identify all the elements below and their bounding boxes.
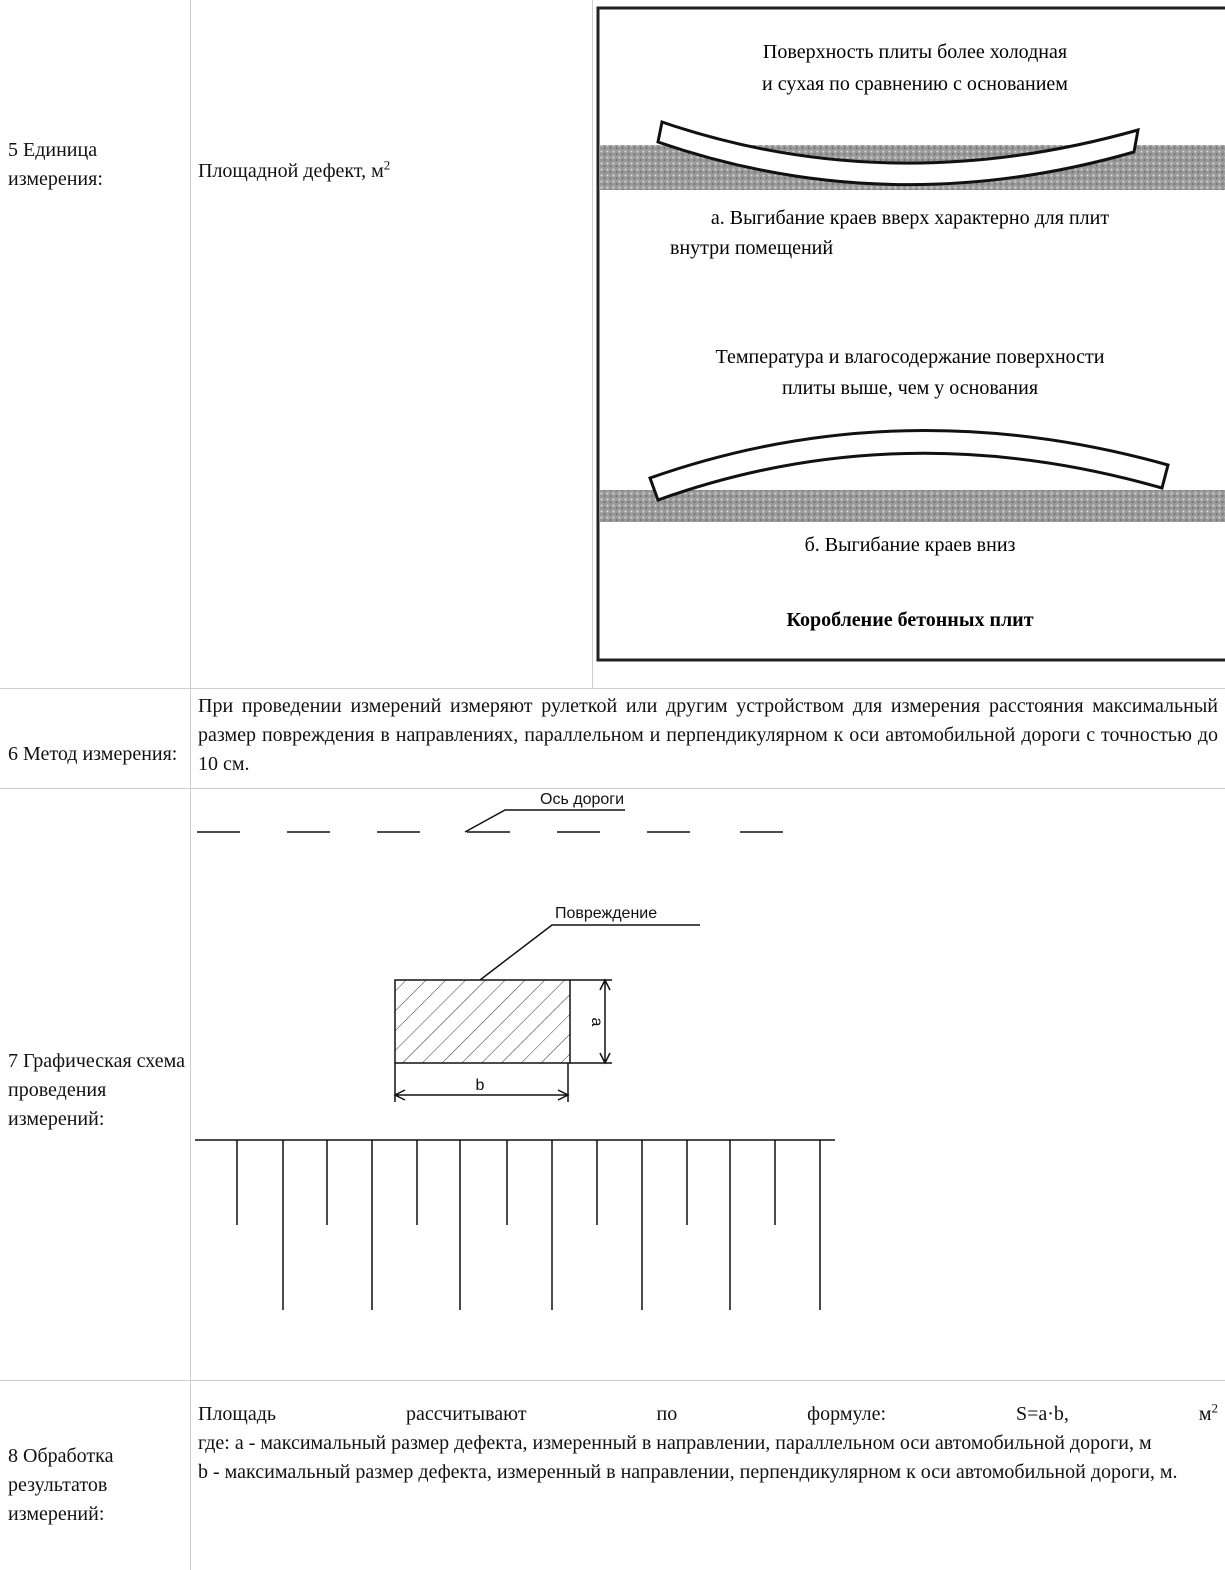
figure-caption: а. Выгибание краев вверх характерно для … xyxy=(711,207,1109,229)
measurement-scheme xyxy=(195,809,835,1310)
dimension-label: b xyxy=(476,1077,485,1094)
superscript: 2 xyxy=(383,157,391,173)
formula-line: Площадь рассчитывают по формуле: S=a·b, … xyxy=(198,1400,1218,1429)
column-border xyxy=(592,0,593,688)
row-border xyxy=(0,788,1225,789)
figure-caption: внутри помещений xyxy=(670,237,833,259)
figure-caption: б. Выгибание краев вниз xyxy=(805,534,1016,556)
row-label: 5 Единица измерения: xyxy=(8,139,103,190)
row-label: 8 Обработка результатов измерений: xyxy=(8,1444,114,1525)
row-label: 7 Графическая схема проведения измерений… xyxy=(8,1049,186,1130)
text: Площадь рассчитывают по формуле: S=a·b, … xyxy=(198,1403,1212,1425)
figure-caption: Температура и влагосодержание поверхност… xyxy=(716,346,1105,368)
cell-text: Площадной дефект, м2 xyxy=(198,157,391,183)
row-label: 6 Метод измерения: xyxy=(8,742,178,765)
figure-caption: плиты выше, чем у основания xyxy=(782,377,1038,399)
text-line: b - максимальный размер дефекта, измерен… xyxy=(198,1461,1178,1483)
row-border xyxy=(0,688,1225,689)
cell-text: При проведении измерений измеряют рулетк… xyxy=(198,695,1218,775)
row-border xyxy=(0,1380,1225,1381)
text-line: где: a - максимальный размер дефекта, из… xyxy=(198,1432,1152,1454)
column-border xyxy=(190,0,191,1570)
superscript: 2 xyxy=(1211,1400,1219,1416)
figure-caption: и сухая по сравнению с основанием xyxy=(762,73,1068,95)
figure-caption: Поверхность плиты более холодная xyxy=(763,41,1067,63)
cell-text: Площадь рассчитывают по формуле: S=a·b, … xyxy=(198,1400,1218,1487)
figure-title: Коробление бетонных плит xyxy=(786,609,1033,631)
damage-label: Повреждение xyxy=(555,905,657,922)
axis-label: Ось дороги xyxy=(540,791,624,808)
warping-figure: Поверхность плиты более холодная и сухая… xyxy=(596,6,1225,662)
text: Площадной дефект, м xyxy=(198,160,384,182)
dimension-label: a xyxy=(588,1018,605,1027)
